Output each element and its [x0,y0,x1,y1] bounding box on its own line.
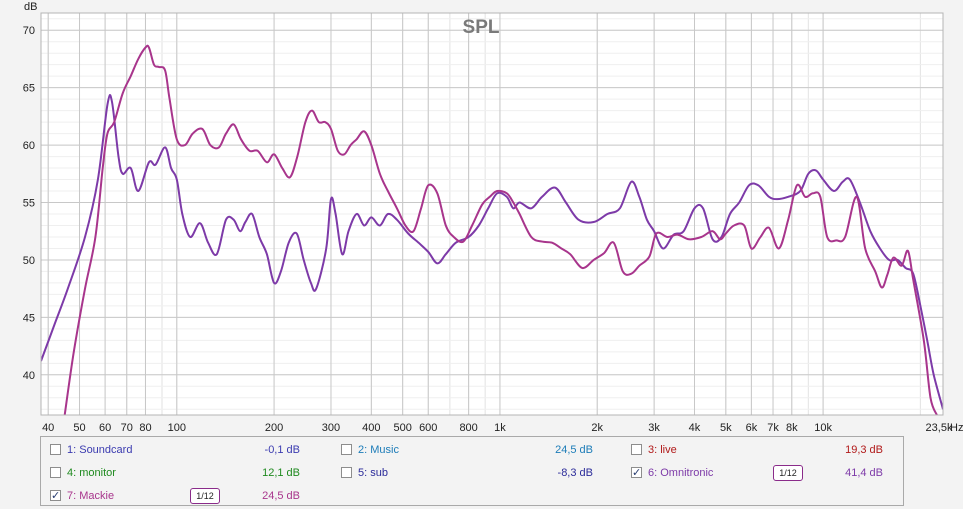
y-tick-label: 55 [23,198,35,210]
x-tick-label: 400 [362,422,380,434]
legend-value: 12,1 dB [262,467,300,479]
legend-item: 5: sub -8,3 dB [341,464,593,482]
x-tick-label: 500 [393,422,411,434]
y-tick-label: 50 [23,255,35,267]
legend-item: 4: monitor 12,1 dB [50,464,300,482]
legend-checkbox[interactable] [341,467,352,478]
series-line [63,44,938,415]
legend-value: 24,5 dB [555,444,593,456]
legend-item: 2: Music 24,5 dB [341,441,593,459]
x-tick-label: 60 [99,422,111,434]
x-tick-label: 6k [746,422,758,434]
legend-checkbox[interactable] [50,467,61,478]
series-line [41,94,943,410]
x-tick-label: 4k [689,422,701,434]
series-layer [41,44,943,415]
x-tick-label: 10k [814,422,832,434]
x-tick-label: 600 [419,422,437,434]
legend-panel: 1: Soundcard -0,1 dB 2: Music 24,5 dB 3: liv… [40,436,904,506]
y-tick-labels: 40 45 50 55 60 65 70 [23,25,35,382]
chart-title: SPL [463,17,500,38]
y-tick-label: 45 [23,312,35,324]
legend-label: 5: sub [358,467,388,479]
legend-value: -8,3 dB [557,467,593,479]
major-grid [41,13,944,415]
x-tick-label: 1k [494,422,506,434]
x-tick-label: 5k [720,422,732,434]
legend-value: 41,4 dB [845,467,883,479]
legend-checkbox[interactable] [50,444,61,455]
x-tick-label: 8k [786,422,798,434]
x-tick-label: 200 [265,422,283,434]
legend-value: 19,3 dB [845,444,883,456]
x-tick-label: 50 [73,422,85,434]
x-tick-label: 7k [767,422,779,434]
x-tick-label: 23,5k [926,422,953,434]
y-axis-unit-label: dB [24,1,37,13]
y-tick-label: 70 [23,25,35,37]
legend-label: 3: live [648,444,677,456]
spl-chart: SPL dB Hz 40 45 50 55 60 65 70 40 50 60 70 80 100 20… [23,1,963,434]
legend-item: 1: Soundcard -0,1 dB [50,441,300,459]
x-tick-label: 800 [459,422,477,434]
legend-checkbox[interactable] [341,444,352,455]
legend-label: 7: Mackie [67,490,115,502]
plot-frame [40,12,944,416]
x-tick-label: 70 [121,422,133,434]
x-tick-label: 40 [42,422,54,434]
x-tick-label: 300 [322,422,340,434]
x-tick-label: 100 [168,422,186,434]
y-tick-label: 65 [23,83,35,95]
y-tick-label: 60 [23,140,35,152]
x-tick-label: 80 [139,422,151,434]
smoothing-button[interactable]: 1/12 [773,465,803,481]
x-axis-unit-label: Hz [950,422,963,434]
smoothing-button[interactable]: 1/12 [190,488,220,504]
legend-item: ✓ 6: Omnitronic 1/12 41,4 dB [631,464,883,482]
legend-checkbox[interactable]: ✓ [50,489,61,502]
legend-label: 2: Music [358,444,399,456]
legend-item: ✓ 7: Mackie 1/12 24,5 dB [50,487,300,505]
legend-label: 1: Soundcard [67,444,133,456]
legend-label: 6: Omnitronic [648,467,714,479]
legend-label: 4: monitor [67,467,116,479]
x-tick-label: 2k [591,422,603,434]
y-tick-label: 40 [23,370,35,382]
legend-checkbox[interactable]: ✓ [631,466,642,479]
legend-value: -0,1 dB [264,444,300,456]
legend-value: 24,5 dB [262,490,300,502]
legend-checkbox[interactable] [631,444,642,455]
legend-item: 3: live 19,3 dB [631,441,883,459]
x-tick-label: 3k [648,422,660,434]
x-tick-labels: 40 50 60 70 80 100 200 300 400 500 600 800 1k 2k 3k 4k 5… [42,422,953,434]
